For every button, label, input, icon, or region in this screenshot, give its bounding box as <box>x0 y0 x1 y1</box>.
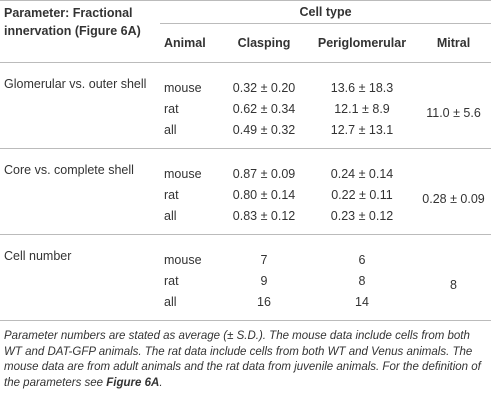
mitral-value: 11.0 ± 5.6 <box>416 62 491 149</box>
table-row: rat 0.62 ± 0.34 12.1 ± 8.9 <box>0 98 491 119</box>
periglomerular-value: 12.7 ± 13.1 <box>308 119 416 149</box>
column-header: Periglomerular <box>308 23 416 63</box>
animal: rat <box>164 187 179 202</box>
mitral-value: 0.28 ± 0.09 <box>416 148 491 235</box>
clasping-value: 0.32 ± 0.20 <box>232 80 296 95</box>
table-row: Cell number mouse 7 6 8 <box>0 234 491 321</box>
parameter-label: Cell number <box>0 234 160 321</box>
mitral-value: 8 <box>416 234 491 321</box>
periglomerular-value: 0.22 ± 0.11 <box>331 187 393 202</box>
animal: mouse <box>164 252 202 267</box>
table-row: rat 9 8 <box>0 270 491 291</box>
header-row: Animal Clasping Periglomerular Mitral <box>0 23 491 63</box>
parameter-header: Parameter: Fractional innervation (Figur… <box>0 0 160 63</box>
table-row: rat 0.80 ± 0.14 0.22 ± 0.11 <box>0 184 491 205</box>
clasping-value: 16 <box>220 291 308 321</box>
clasping-value: 0.83 ± 0.12 <box>220 205 308 235</box>
clasping-value: 0.49 ± 0.32 <box>220 119 308 149</box>
periglomerular-value: 0.24 ± 0.14 <box>330 166 394 181</box>
parameter-label: Core vs. complete shell <box>0 148 160 235</box>
clasping-value: 0.87 ± 0.09 <box>232 166 296 181</box>
footnote-end: . <box>159 376 163 389</box>
animal: all <box>160 291 220 321</box>
table-header: Parameter: Fractional innervation (Figur… <box>0 0 491 63</box>
periglomerular-value: 6 <box>358 252 366 267</box>
animal: mouse <box>164 80 202 95</box>
clasping-value: 0.80 ± 0.14 <box>232 187 296 202</box>
periglomerular-value: 0.23 ± 0.12 <box>308 205 416 235</box>
clasping-value: 0.62 ± 0.34 <box>232 101 296 116</box>
footnote: Parameter numbers are stated as average … <box>0 321 491 391</box>
animal: mouse <box>164 166 202 181</box>
footnote-link: Figure 6A <box>106 376 160 389</box>
header-row: Parameter: Fractional innervation (Figur… <box>0 0 491 63</box>
clasping-value: 9 <box>260 273 268 288</box>
table-row: Core vs. complete shell mouse 0.87 ± 0.09 0… <box>0 148 491 235</box>
column-header: Animal <box>160 23 220 63</box>
periglomerular-value: 8 <box>358 273 366 288</box>
cell-type-header: Cell type <box>160 0 491 24</box>
table-body: Glomerular vs. outer shell mouse 0.32 ± 0.… <box>0 62 491 321</box>
periglomerular-value: 13.6 ± 18.3 <box>330 80 394 95</box>
clasping-value: 7 <box>260 252 268 267</box>
periglomerular-value: 12.1 ± 8.9 <box>334 101 390 116</box>
table-row: all 0.83 ± 0.12 0.23 ± 0.12 <box>0 205 491 235</box>
animal: rat <box>164 101 179 116</box>
table-row: all 0.49 ± 0.32 12.7 ± 13.1 <box>0 119 491 149</box>
animal: rat <box>164 273 179 288</box>
column-header: Clasping <box>220 23 308 63</box>
periglomerular-value: 14 <box>308 291 416 321</box>
footnote-text: Parameter numbers are stated as average … <box>4 330 481 389</box>
parameter-label: Glomerular vs. outer shell <box>0 62 160 149</box>
table-row: all 16 14 <box>0 291 491 321</box>
column-header: Mitral <box>416 23 491 63</box>
animal: all <box>160 205 220 235</box>
animal: all <box>160 119 220 149</box>
table: Parameter: Fractional innervation (Figur… <box>0 0 491 321</box>
table-row: Glomerular vs. outer shell mouse 0.32 ± 0.… <box>0 62 491 149</box>
